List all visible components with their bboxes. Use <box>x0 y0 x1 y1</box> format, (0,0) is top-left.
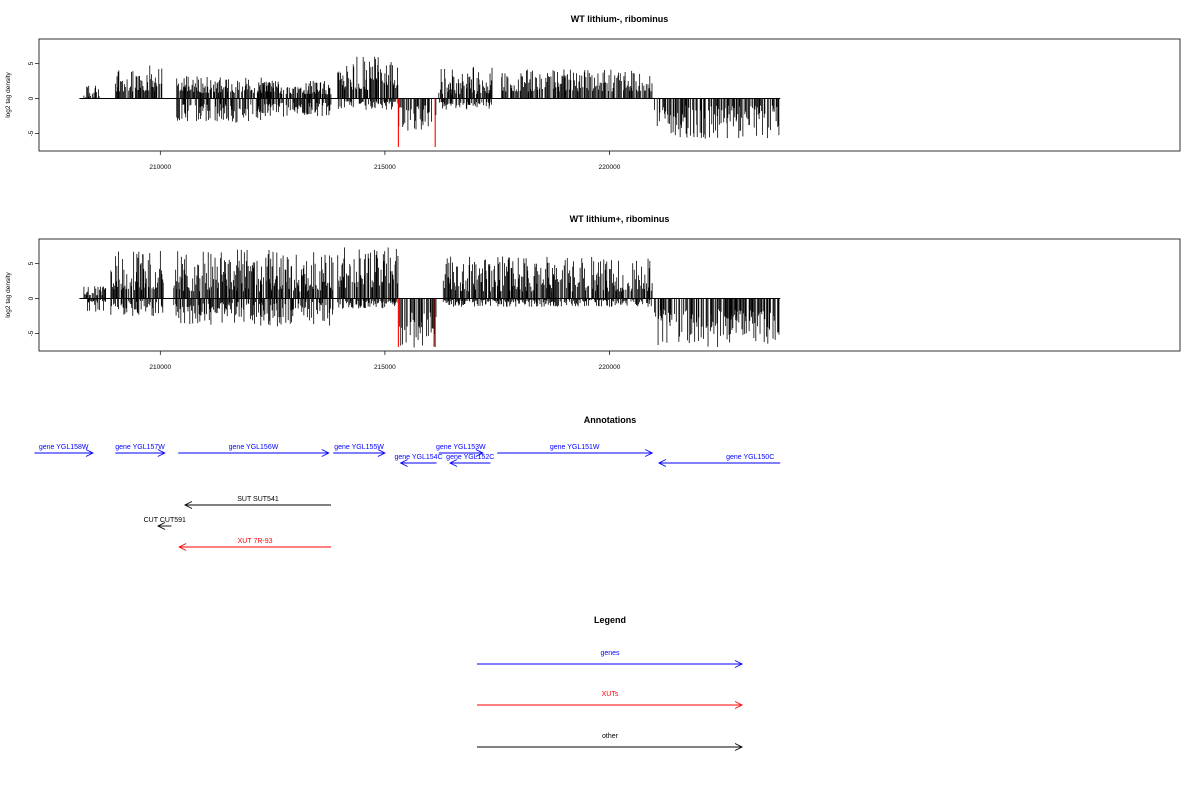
legend-label: other <box>602 733 619 740</box>
annotations-panel: Annotations gene YGL158W gene YGL157W gene … <box>34 415 781 551</box>
annotation-label: SUT SUT541 <box>237 496 279 503</box>
annotation-other-arrow: CUT CUT591 <box>144 517 186 530</box>
y-tick-label: 5 <box>28 61 35 65</box>
annotation-genes-arrow: gene YGL154C <box>395 454 443 467</box>
annotation-other-arrow: SUT SUT541 <box>183 496 331 509</box>
x-tick-label: 220000 <box>599 164 621 171</box>
legend-item-other: other <box>477 733 744 751</box>
density-plot-1: WT lithium-, ribominus log2 tag density 5 0… <box>5 14 1181 171</box>
arrow-head <box>321 449 330 457</box>
annotation-genes-arrow: gene YGL151W <box>497 444 654 457</box>
legend-arrow-head <box>734 660 744 668</box>
annotation-label: gene YGL151W <box>550 444 600 451</box>
plot-title: WT lithium+, ribominus <box>570 214 670 224</box>
arrow-head <box>377 449 386 457</box>
annotation-label: gene YGL154C <box>395 454 443 461</box>
arrow-head <box>85 449 94 457</box>
x-tick-label: 220000 <box>599 364 621 371</box>
legend-arrow-head <box>734 743 744 751</box>
y-tick-label: -5 <box>28 330 35 336</box>
y-axis-label: log2 tag density <box>5 71 12 117</box>
annotation-label: CUT CUT591 <box>144 517 186 524</box>
density-bars <box>83 56 780 139</box>
density-plot-2: WT lithium+, ribominus log2 tag density 5 0… <box>5 214 1181 371</box>
arrow-head <box>183 501 193 509</box>
arrow-head <box>399 459 408 467</box>
legend-item-XUTs: XUTs <box>477 691 744 709</box>
legend-title: Legend <box>594 615 626 625</box>
annotation-genes-arrow: gene YGL153W <box>436 444 486 457</box>
annotation-genes-arrow: gene YGL158W <box>34 444 94 457</box>
annotation-XUTs-arrow: XUT 7R-93 <box>178 538 331 551</box>
legend-arrow-head <box>734 701 744 709</box>
arrow-head <box>449 459 458 467</box>
legend-item-genes: genes <box>477 650 744 668</box>
y-tick-label: 0 <box>28 296 35 300</box>
annotation-label: gene YGL153W <box>436 444 486 451</box>
x-tick-label: 210000 <box>149 164 171 171</box>
legend-label: genes <box>600 650 620 657</box>
annotations-title: Annotations <box>584 415 637 425</box>
annotation-genes-arrow: gene YGL156W <box>178 444 330 457</box>
annotation-label: gene YGL156W <box>229 444 279 451</box>
annotation-label: gene YGL152C <box>446 454 494 461</box>
density-bars <box>83 247 780 348</box>
annotation-genes-arrow: gene YGL155W <box>333 444 386 457</box>
arrow-head <box>178 543 187 551</box>
y-axis-label: log2 tag density <box>5 271 12 317</box>
arrow-head <box>157 449 166 457</box>
arrow-head <box>157 522 166 530</box>
annotation-genes-arrow: gene YGL157W <box>115 444 166 457</box>
y-tick-label: -5 <box>28 130 35 136</box>
plot-title: WT lithium-, ribominus <box>571 14 669 24</box>
annotation-genes-arrow: gene YGL152C <box>446 454 494 467</box>
arrow-head <box>657 459 667 467</box>
arrow-head <box>644 449 654 457</box>
legend-label: XUTs <box>602 691 619 698</box>
x-tick-label: 215000 <box>374 164 396 171</box>
annotation-label: gene YGL150C <box>726 454 774 461</box>
annotation-label: gene YGL158W <box>39 444 89 451</box>
legend: Legend genes XUTs other <box>477 615 744 751</box>
annotation-label: gene YGL155W <box>334 444 384 451</box>
y-tick-label: 5 <box>28 261 35 265</box>
arrow-head <box>475 449 484 457</box>
annotation-label: XUT 7R-93 <box>238 538 273 545</box>
x-tick-label: 210000 <box>149 364 171 371</box>
annotation-label: gene YGL157W <box>115 444 165 451</box>
x-tick-label: 215000 <box>374 364 396 371</box>
annotation-genes-arrow: gene YGL150C <box>657 454 781 467</box>
y-tick-label: 0 <box>28 96 35 100</box>
